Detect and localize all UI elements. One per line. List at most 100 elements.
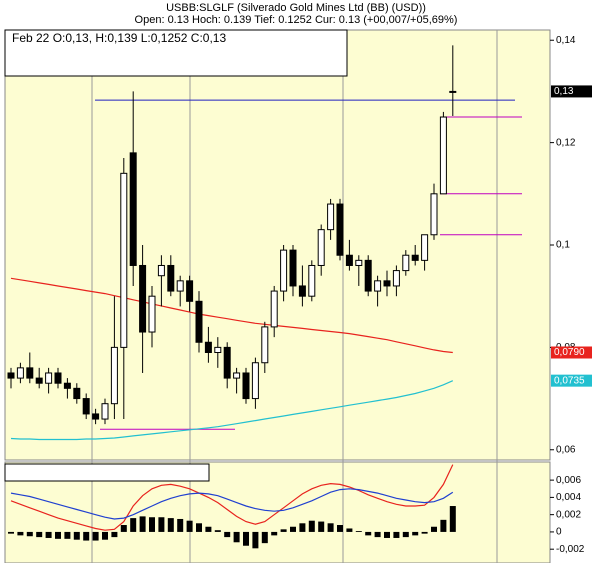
candle-body bbox=[214, 346, 222, 353]
y-tick-label: 0,1 bbox=[556, 240, 570, 251]
candle-body bbox=[392, 270, 400, 287]
price-marker-label: 0,13 bbox=[554, 86, 574, 97]
candle-body bbox=[298, 285, 306, 297]
macd-histogram-bar bbox=[196, 523, 202, 532]
macd-histogram-bar bbox=[45, 531, 52, 538]
price-marker-label: 0,0790 bbox=[554, 347, 585, 358]
candle-body bbox=[120, 172, 128, 348]
macd-histogram-bar bbox=[290, 526, 296, 532]
candle-body bbox=[7, 372, 15, 379]
macd-histogram-bar bbox=[149, 517, 155, 532]
candle-body bbox=[139, 264, 147, 333]
candle-body bbox=[280, 249, 288, 292]
candle-body bbox=[73, 387, 81, 400]
macd-histogram-bar bbox=[308, 520, 315, 532]
macd-histogram-bar bbox=[177, 518, 184, 532]
candle-body bbox=[101, 403, 109, 420]
macd-histogram-bar bbox=[327, 523, 334, 532]
macd-histogram-bar bbox=[224, 531, 231, 538]
y-tick-label: 0,14 bbox=[556, 35, 576, 46]
price-marker bbox=[551, 85, 592, 98]
macd-histogram-bar bbox=[205, 526, 212, 532]
price-marker-label: 0,0735 bbox=[554, 375, 585, 386]
macd-histogram-bar bbox=[421, 531, 428, 534]
macd-histogram-bar bbox=[374, 531, 381, 538]
macd-histogram-bar bbox=[280, 529, 287, 532]
macd-histogram-bar bbox=[243, 531, 249, 546]
macd-line bbox=[10, 488, 454, 520]
macd-histogram-bar bbox=[120, 525, 127, 532]
macd-histogram-bar bbox=[167, 518, 174, 532]
macd-histogram-bar bbox=[73, 531, 80, 540]
candle-body bbox=[430, 193, 438, 236]
candle-body bbox=[148, 295, 156, 333]
macd-histogram-bar bbox=[102, 531, 108, 540]
candle-body bbox=[402, 254, 410, 272]
candle-body bbox=[374, 280, 382, 292]
candle-body bbox=[157, 264, 165, 277]
candle-body bbox=[223, 346, 231, 379]
candle-body bbox=[270, 290, 278, 328]
macd-histogram-bar bbox=[384, 531, 390, 538]
macd-histogram-bar bbox=[186, 520, 193, 532]
macd-histogram-bar bbox=[130, 518, 137, 532]
macd-histogram-bar bbox=[214, 530, 221, 532]
macd-line bbox=[10, 464, 454, 531]
candle-body bbox=[336, 203, 344, 256]
candle-body bbox=[251, 362, 259, 400]
moving-average bbox=[10, 380, 454, 441]
candle-body bbox=[289, 249, 297, 287]
candle-body bbox=[327, 203, 335, 231]
candle-body bbox=[167, 264, 175, 292]
candle-body bbox=[317, 229, 325, 266]
candle-body bbox=[242, 372, 250, 400]
macd-histogram-bar bbox=[393, 531, 400, 538]
macd-histogram-bar bbox=[337, 525, 343, 532]
macd-histogram-bar bbox=[449, 506, 456, 532]
macd-histogram-bar bbox=[83, 531, 90, 541]
candle-body bbox=[261, 326, 269, 364]
candle-body bbox=[439, 116, 447, 195]
candle-body bbox=[92, 413, 100, 420]
macd-histogram-bar bbox=[158, 517, 165, 532]
candle-body bbox=[82, 398, 90, 415]
macd-histogram-bar bbox=[318, 521, 325, 532]
candle-body bbox=[308, 264, 316, 297]
macd-histogram-bar bbox=[111, 531, 118, 538]
macd-histogram-bar bbox=[139, 516, 146, 532]
candle-body bbox=[195, 300, 203, 343]
candle-body bbox=[345, 254, 353, 266]
macd-histogram-bar bbox=[8, 531, 14, 534]
candle-body bbox=[54, 372, 62, 384]
macd-histogram-bar bbox=[55, 531, 61, 539]
macd-histogram-bar bbox=[440, 519, 447, 532]
y-tick-label: 0 bbox=[556, 527, 562, 538]
y-tick-label: -0,002 bbox=[556, 544, 585, 555]
candle-body bbox=[204, 341, 212, 353]
candle-body bbox=[233, 372, 241, 379]
macd-histogram-bar bbox=[261, 531, 268, 544]
moving-average bbox=[10, 277, 453, 354]
macd-histogram-bar bbox=[26, 531, 33, 537]
candle-body bbox=[35, 377, 43, 384]
candle-body bbox=[45, 372, 53, 384]
candle-body bbox=[26, 367, 34, 379]
macd-histogram-bar bbox=[64, 531, 71, 539]
y-tick-label: 0,004 bbox=[556, 492, 581, 503]
candle-body bbox=[355, 259, 363, 266]
candle-body bbox=[411, 254, 419, 261]
macd-histogram-bar bbox=[412, 531, 419, 536]
candle-body bbox=[176, 280, 184, 292]
macd-histogram-bar bbox=[299, 523, 306, 532]
y-tick-label: 0,002 bbox=[556, 509, 581, 520]
price-panel bbox=[4, 29, 551, 461]
macd-histogram-bar bbox=[365, 531, 372, 536]
macd-histogram-bar bbox=[252, 531, 259, 549]
y-tick-label: 0,006 bbox=[556, 475, 581, 486]
price-marker bbox=[551, 346, 592, 359]
macd-histogram-bar bbox=[431, 526, 437, 532]
candle-body bbox=[383, 280, 391, 287]
price-marker bbox=[551, 374, 592, 387]
macd-histogram-bar bbox=[17, 531, 24, 536]
